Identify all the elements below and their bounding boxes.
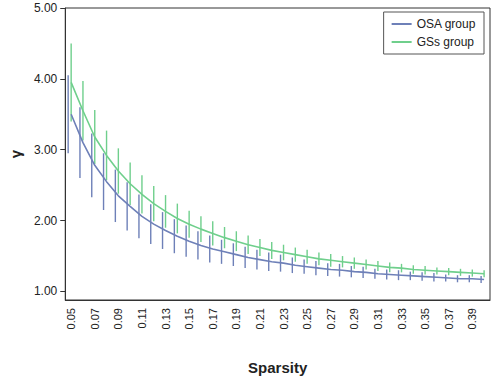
svg-text:0.13: 0.13 xyxy=(160,308,172,329)
svg-text:Sparsity: Sparsity xyxy=(248,359,308,376)
svg-text:0.29: 0.29 xyxy=(348,308,360,329)
svg-text:0.27: 0.27 xyxy=(325,308,337,329)
svg-text:OSA group: OSA group xyxy=(417,17,476,31)
svg-text:0.39: 0.39 xyxy=(466,308,478,329)
svg-text:0.19: 0.19 xyxy=(230,308,242,329)
svg-text:0.05: 0.05 xyxy=(65,308,77,329)
svg-text:2.00: 2.00 xyxy=(34,214,58,228)
svg-text:GSs group: GSs group xyxy=(417,35,475,49)
svg-text:3.00: 3.00 xyxy=(34,143,58,157)
svg-text:0.15: 0.15 xyxy=(183,308,195,329)
svg-text:0.11: 0.11 xyxy=(136,308,148,329)
svg-text:1.00: 1.00 xyxy=(34,284,58,298)
svg-text:0.21: 0.21 xyxy=(254,308,266,329)
svg-text:0.09: 0.09 xyxy=(112,308,124,329)
svg-text:γ: γ xyxy=(7,149,24,158)
svg-text:0.07: 0.07 xyxy=(89,308,101,329)
svg-text:0.25: 0.25 xyxy=(301,308,313,329)
svg-text:0.33: 0.33 xyxy=(396,308,408,329)
svg-text:5.00: 5.00 xyxy=(34,1,58,15)
svg-text:4.00: 4.00 xyxy=(34,72,58,86)
svg-text:0.23: 0.23 xyxy=(278,308,290,329)
svg-text:0.35: 0.35 xyxy=(419,308,431,329)
svg-text:0.31: 0.31 xyxy=(372,308,384,329)
svg-text:0.17: 0.17 xyxy=(207,308,219,329)
svg-text:0.37: 0.37 xyxy=(443,308,455,329)
